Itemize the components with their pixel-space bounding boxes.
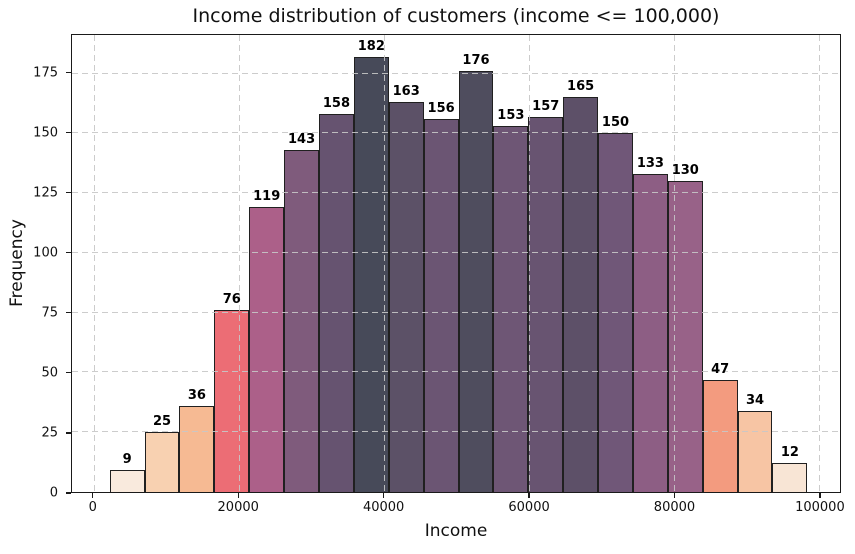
y-tick-label: 150 — [33, 125, 58, 141]
bar-value-label: 47 — [711, 361, 730, 377]
x-tick-label: 40000 — [362, 500, 405, 515]
histogram-bar — [667, 181, 703, 492]
x-tick-mark — [92, 493, 94, 498]
y-tick-label: 75 — [41, 305, 58, 321]
y-tick-mark — [66, 372, 71, 374]
bar-value-label: 9 — [122, 452, 132, 468]
bar-value-label: 153 — [497, 108, 525, 124]
histogram-bar — [388, 102, 424, 492]
bar-value-label: 157 — [532, 98, 560, 114]
histogram-bar — [144, 432, 180, 492]
x-tick-label: 20000 — [217, 500, 259, 515]
x-axis: 0 20000 40000 60000 80000 100000 — [71, 493, 845, 523]
histogram-bar — [249, 207, 285, 492]
y-tick-label: 175 — [33, 65, 58, 81]
y-tick-mark — [66, 72, 71, 74]
bar-value-label: 12 — [780, 445, 799, 461]
histogram-bar — [179, 405, 215, 492]
bar-value-label: 36 — [187, 387, 206, 403]
bar-value-label: 119 — [253, 189, 281, 205]
bar-value-label: 25 — [152, 414, 172, 430]
histogram-bar — [353, 56, 389, 492]
histogram-bar — [319, 114, 354, 492]
x-tick-label: 100000 — [795, 500, 845, 515]
x-tick-label: 60000 — [508, 500, 550, 515]
y-axis: 0 25 50 75 100 125 150 175 — [0, 34, 71, 501]
y-tick-mark — [66, 252, 71, 254]
histogram-bar — [772, 463, 808, 492]
histogram-bar — [493, 126, 529, 492]
y-tick-label: 50 — [41, 365, 58, 381]
gridline-vertical — [818, 35, 820, 492]
histogram-bar — [284, 150, 319, 492]
y-tick-label: 100 — [33, 245, 58, 261]
x-tick-mark — [528, 493, 530, 498]
bar-value-label: 143 — [287, 132, 316, 148]
histogram-bar — [737, 410, 773, 492]
bar-value-label: 176 — [462, 53, 490, 69]
gridline-vertical — [93, 35, 95, 492]
histogram-bar — [458, 71, 494, 492]
x-tick-mark — [673, 493, 676, 498]
histogram-bar — [702, 379, 738, 492]
y-axis-label: Frequency — [7, 219, 27, 307]
x-tick-mark — [237, 493, 239, 498]
y-tick-mark — [66, 132, 71, 134]
y-tick-mark — [66, 192, 71, 194]
bar-value-label: 165 — [567, 79, 595, 95]
x-tick-label: 0 — [88, 500, 97, 515]
y-tick-mark — [66, 432, 71, 434]
bar-value-label: 34 — [745, 392, 765, 408]
bar-value-label: 76 — [222, 292, 241, 308]
x-tick-mark — [383, 493, 385, 498]
bar-value-label: 133 — [636, 155, 664, 171]
y-tick-label: 0 — [49, 485, 58, 501]
histogram-bar — [563, 97, 599, 492]
histogram-bar — [528, 116, 564, 492]
x-tick-label: 80000 — [653, 500, 696, 515]
histogram-bar — [214, 310, 250, 492]
bar-value-label: 130 — [671, 163, 699, 179]
x-axis-label: Income — [424, 521, 488, 541]
y-tick-mark — [66, 492, 71, 494]
chart-title: Income distribution of customers (income… — [192, 5, 720, 27]
bar-value-label: 150 — [601, 115, 630, 131]
y-tick-label: 25 — [41, 425, 58, 441]
gridline-horizontal — [72, 72, 840, 74]
bar-value-label: 158 — [322, 96, 351, 112]
histogram-bar — [598, 133, 633, 492]
bar-value-label: 163 — [392, 84, 420, 100]
y-tick-mark — [66, 312, 71, 314]
plot-area: 9 25 36 76 119 143 158 182 163 156 176 153 157 165 150… — [71, 34, 841, 493]
bar-value-label: 156 — [427, 100, 455, 116]
bar-value-label: 182 — [357, 38, 385, 54]
histogram-bar — [423, 118, 459, 492]
histogram-bar — [632, 173, 668, 492]
histogram-bar — [109, 470, 145, 492]
x-tick-mark — [819, 493, 821, 498]
y-tick-label: 125 — [33, 185, 58, 201]
